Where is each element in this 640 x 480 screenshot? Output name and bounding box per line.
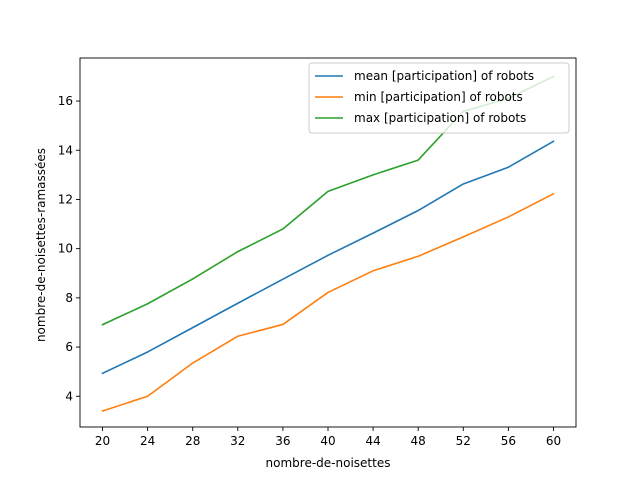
x-tick-label-8: 52 bbox=[456, 434, 471, 448]
series-line-1 bbox=[101, 192, 555, 413]
x-tick-label-5: 40 bbox=[320, 434, 335, 448]
y-tick-label-3: 10 bbox=[58, 242, 73, 256]
x-tick-label-1: 24 bbox=[140, 434, 155, 448]
x-tick-label-10: 60 bbox=[546, 434, 561, 448]
y-tick-label-4: 12 bbox=[58, 192, 73, 206]
x-axis-label: nombre-de-noisettes bbox=[266, 456, 391, 470]
x-tick-label-7: 48 bbox=[411, 434, 426, 448]
x-tick-label-3: 32 bbox=[230, 434, 245, 448]
legend-label-1: min [participation] of robots bbox=[354, 90, 523, 104]
y-tick-label-2: 8 bbox=[65, 291, 73, 305]
x-tick-label-9: 56 bbox=[501, 434, 516, 448]
legend: mean [participation] of robots min [parti… bbox=[308, 62, 570, 134]
y-tick-label-5: 14 bbox=[58, 143, 73, 157]
x-tick-label-0: 20 bbox=[95, 434, 110, 448]
legend-label-2: max [participation] of robots bbox=[354, 111, 526, 125]
x-tick-label-6: 44 bbox=[365, 434, 380, 448]
y-tick-label-1: 6 bbox=[65, 340, 73, 354]
y-tick-label-6: 16 bbox=[58, 94, 73, 108]
legend-box bbox=[308, 62, 570, 134]
y-axis-label: nombre-de-noisettes-ramassées bbox=[34, 148, 48, 342]
legend-label-0: mean [participation] of robots bbox=[354, 69, 534, 83]
x-tick-label-2: 28 bbox=[185, 434, 200, 448]
series-line-0 bbox=[101, 140, 555, 375]
x-tick-label-4: 36 bbox=[275, 434, 290, 448]
axes-layer: 20 24 28 32 36 40 44 48 52 56 60 4 6 8 10 12 14 16 bbox=[58, 57, 577, 448]
y-tick-label-0: 4 bbox=[65, 389, 73, 403]
